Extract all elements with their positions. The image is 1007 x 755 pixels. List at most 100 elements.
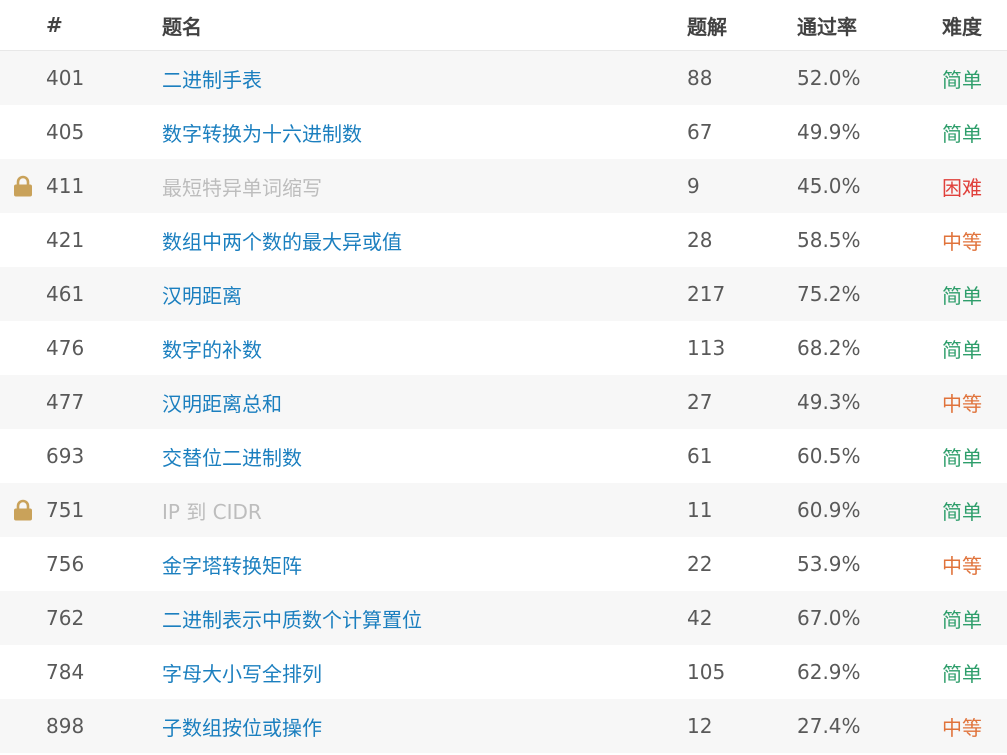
column-header-id[interactable]: #	[46, 13, 63, 37]
column-header-title[interactable]: 题名	[162, 14, 202, 39]
problem-title-cell: 二进制手表	[162, 51, 262, 105]
problem-id: 693	[46, 444, 85, 468]
pass-rate: 75.2%	[797, 282, 861, 306]
solution-count: 9	[687, 174, 700, 198]
problem-id: 756	[46, 552, 85, 576]
problem-title-link[interactable]: 子数组按位或操作	[162, 715, 322, 740]
solution-count: 113	[687, 336, 726, 360]
table-row[interactable]: 762 二进制表示中质数个计算置位 42 67.0% 简单	[0, 591, 1007, 645]
solution-count: 12	[687, 714, 713, 738]
solution-count: 22	[687, 552, 713, 576]
problem-id: 784	[46, 660, 85, 684]
table-row[interactable]: 421 数组中两个数的最大异或值 28 58.5% 中等	[0, 213, 1007, 267]
pass-rate: 60.9%	[797, 498, 861, 522]
table-row[interactable]: 898 子数组按位或操作 12 27.4% 中等	[0, 699, 1007, 753]
solution-count: 42	[687, 606, 713, 630]
table-row[interactable]: 477 汉明距离总和 27 49.3% 中等	[0, 375, 1007, 429]
problem-id: 411	[46, 174, 85, 198]
problem-id: 762	[46, 606, 85, 630]
pass-rate: 62.9%	[797, 660, 861, 684]
problem-id: 401	[46, 66, 85, 90]
problem-id: 405	[46, 120, 85, 144]
problem-title-cell: 子数组按位或操作	[162, 699, 322, 753]
problem-title-link[interactable]: 字母大小写全排列	[162, 661, 322, 686]
solution-count: 105	[687, 660, 726, 684]
column-header-pass-rate[interactable]: 通过率	[797, 14, 857, 39]
difficulty-label: 简单	[942, 67, 982, 92]
problem-id: 461	[46, 282, 85, 306]
solution-count: 88	[687, 66, 713, 90]
problem-title-cell: 金字塔转换矩阵	[162, 537, 302, 591]
problem-id: 898	[46, 714, 85, 738]
table-row[interactable]: 693 交替位二进制数 61 60.5% 简单	[0, 429, 1007, 483]
pass-rate: 67.0%	[797, 606, 861, 630]
lock-icon	[11, 159, 35, 213]
problem-title-link[interactable]: 汉明距离总和	[162, 391, 282, 416]
difficulty-label: 简单	[942, 283, 982, 308]
problem-id: 476	[46, 336, 85, 360]
problem-title-locked: 最短特异单词缩写	[162, 175, 322, 200]
problem-title-link[interactable]: 数字转换为十六进制数	[162, 121, 362, 146]
table-row[interactable]: 405 数字转换为十六进制数 67 49.9% 简单	[0, 105, 1007, 159]
difficulty-label: 简单	[942, 121, 982, 146]
solution-count: 27	[687, 390, 713, 414]
pass-rate: 60.5%	[797, 444, 861, 468]
table-row[interactable]: 401 二进制手表 88 52.0% 简单	[0, 51, 1007, 105]
solution-count: 217	[687, 282, 726, 306]
problem-title-link[interactable]: 数组中两个数的最大异或值	[162, 229, 402, 254]
problem-title-cell: 交替位二进制数	[162, 429, 302, 483]
solution-count: 28	[687, 228, 713, 252]
problem-title-cell: 最短特异单词缩写	[162, 159, 322, 213]
pass-rate: 52.0%	[797, 66, 861, 90]
difficulty-label: 简单	[942, 607, 982, 632]
problem-title-link[interactable]: 数字的补数	[162, 337, 262, 362]
solution-count: 67	[687, 120, 713, 144]
problem-title-link[interactable]: 二进制表示中质数个计算置位	[162, 607, 422, 632]
table-body: 401 二进制手表 88 52.0% 简单 405 数字转换为十六进制数 67 49.9% 简单 4…	[0, 51, 1007, 753]
problem-title-cell: IP 到 CIDR	[162, 483, 262, 537]
column-header-solutions[interactable]: 题解	[687, 14, 727, 39]
pass-rate: 27.4%	[797, 714, 861, 738]
problem-title-cell: 汉明距离	[162, 267, 242, 321]
difficulty-label: 困难	[942, 175, 982, 200]
table-header: # 题名 题解 通过率 难度	[0, 0, 1007, 51]
problem-title-cell: 数字转换为十六进制数	[162, 105, 362, 159]
solution-count: 11	[687, 498, 713, 522]
problem-title-cell: 汉明距离总和	[162, 375, 282, 429]
table-row[interactable]: 411 最短特异单词缩写 9 45.0% 困难	[0, 159, 1007, 213]
pass-rate: 49.3%	[797, 390, 861, 414]
problem-title-cell: 字母大小写全排列	[162, 645, 322, 699]
problem-id: 751	[46, 498, 85, 522]
problem-id: 421	[46, 228, 85, 252]
difficulty-label: 中等	[942, 553, 982, 578]
problem-title-link[interactable]: 金字塔转换矩阵	[162, 553, 302, 578]
problem-title-cell: 二进制表示中质数个计算置位	[162, 591, 422, 645]
pass-rate: 49.9%	[797, 120, 861, 144]
problem-title-cell: 数组中两个数的最大异或值	[162, 213, 402, 267]
problem-id: 477	[46, 390, 85, 414]
table-row[interactable]: 756 金字塔转换矩阵 22 53.9% 中等	[0, 537, 1007, 591]
table-row[interactable]: 461 汉明距离 217 75.2% 简单	[0, 267, 1007, 321]
pass-rate: 53.9%	[797, 552, 861, 576]
pass-rate: 68.2%	[797, 336, 861, 360]
difficulty-label: 中等	[942, 715, 982, 740]
difficulty-label: 简单	[942, 661, 982, 686]
solution-count: 61	[687, 444, 713, 468]
column-header-difficulty[interactable]: 难度	[942, 14, 982, 39]
pass-rate: 45.0%	[797, 174, 861, 198]
problem-title-locked: IP 到 CIDR	[162, 499, 262, 524]
difficulty-label: 中等	[942, 229, 982, 254]
table-row[interactable]: 476 数字的补数 113 68.2% 简单	[0, 321, 1007, 375]
problem-title-link[interactable]: 交替位二进制数	[162, 445, 302, 470]
problem-title-cell: 数字的补数	[162, 321, 262, 375]
difficulty-label: 简单	[942, 337, 982, 362]
lock-icon	[11, 483, 35, 537]
table-row[interactable]: 784 字母大小写全排列 105 62.9% 简单	[0, 645, 1007, 699]
table-row[interactable]: 751 IP 到 CIDR 11 60.9% 简单	[0, 483, 1007, 537]
difficulty-label: 简单	[942, 445, 982, 470]
problem-title-link[interactable]: 二进制手表	[162, 67, 262, 92]
problem-title-link[interactable]: 汉明距离	[162, 283, 242, 308]
pass-rate: 58.5%	[797, 228, 861, 252]
difficulty-label: 简单	[942, 499, 982, 524]
